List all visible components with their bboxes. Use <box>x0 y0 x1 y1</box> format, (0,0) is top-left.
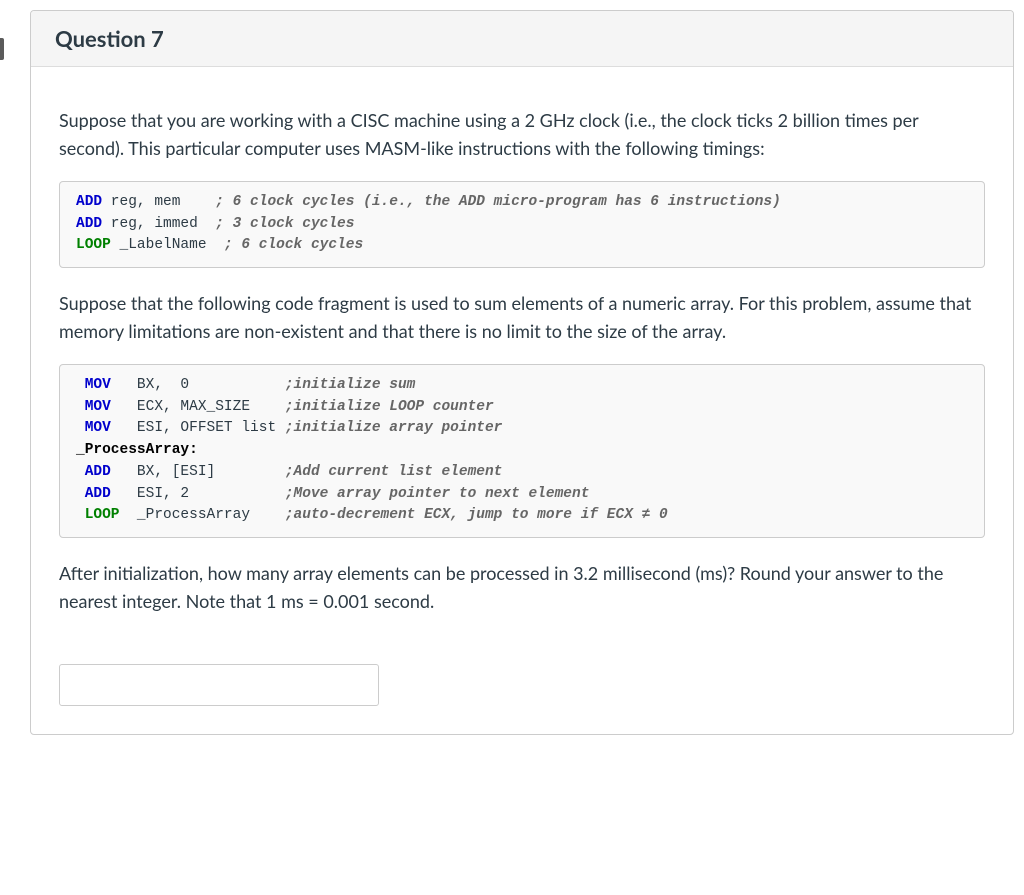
code-keyword: MOV <box>85 377 111 393</box>
code-comment: ;initialize LOOP counter <box>285 399 494 415</box>
answer-input[interactable] <box>59 664 379 706</box>
question-paragraph: After initialization, how many array ele… <box>59 560 985 616</box>
code-comment: ; 6 clock cycles <box>224 237 363 253</box>
left-accent-mark <box>0 38 4 60</box>
code-keyword: MOV <box>85 399 111 415</box>
code-comment: ;Add current list element <box>285 464 503 480</box>
code-comment: ; 3 clock cycles <box>215 216 354 232</box>
code-comment: ;auto-decrement ECX, jump to more if ECX… <box>285 507 668 523</box>
code-comment: ; 6 clock cycles (i.e., the ADD micro-pr… <box>215 194 781 210</box>
code-label: _ProcessArray: <box>76 442 198 458</box>
code-args: ECX, MAX_SIZE <box>111 399 285 415</box>
code-keyword: ADD <box>85 464 111 480</box>
code-args: ESI, OFFSET list <box>111 420 285 436</box>
code-args: ESI, 2 <box>111 486 285 502</box>
assembly-code-block: MOV BX, 0 ;initialize sum MOV ECX, MAX_S… <box>59 364 985 538</box>
code-keyword: LOOP <box>76 237 111 253</box>
question-header: Question 7 <box>31 11 1013 67</box>
fragment-paragraph: Suppose that the following code fragment… <box>59 290 985 346</box>
code-comment: ;initialize array pointer <box>285 420 503 436</box>
question-title: Question 7 <box>55 25 989 52</box>
code-args: _LabelName <box>111 237 224 253</box>
code-keyword: LOOP <box>85 507 120 523</box>
question-body: Suppose that you are working with a CISC… <box>31 67 1013 734</box>
code-args: reg, mem <box>102 194 215 210</box>
timings-code-block: ADD reg, mem ; 6 clock cycles (i.e., the… <box>59 181 985 268</box>
code-args: BX, [ESI] <box>111 464 285 480</box>
code-args: _ProcessArray <box>120 507 285 523</box>
intro-paragraph: Suppose that you are working with a CISC… <box>59 107 985 163</box>
code-args: BX, 0 <box>111 377 285 393</box>
code-args: reg, immed <box>102 216 215 232</box>
code-keyword: ADD <box>85 486 111 502</box>
code-keyword: ADD <box>76 194 102 210</box>
code-keyword: ADD <box>76 216 102 232</box>
code-comment: ;Move array pointer to next element <box>285 486 590 502</box>
code-comment: ;initialize sum <box>285 377 416 393</box>
code-keyword: MOV <box>85 420 111 436</box>
question-card: Question 7 Suppose that you are working … <box>30 10 1014 735</box>
